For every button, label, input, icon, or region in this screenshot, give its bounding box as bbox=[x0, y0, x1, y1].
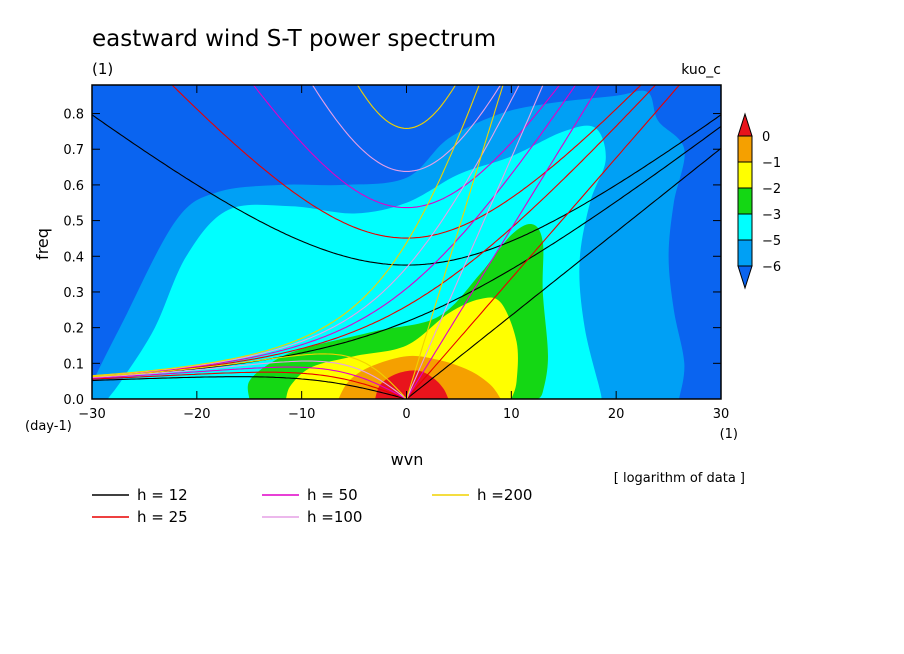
gravity-curve-h12 bbox=[92, 114, 721, 266]
legend-label: h = 25 bbox=[137, 508, 188, 526]
y-axis: 0.0 0.1 0.2 0.3 0.4 0.5 0.6 0.7 0.8 bbox=[63, 108, 721, 408]
rossby-curve-h200 bbox=[92, 353, 407, 399]
x-tick-label: −20 bbox=[183, 407, 210, 422]
mrg-curve-h200 bbox=[92, 85, 480, 377]
colorbar-label: −3 bbox=[762, 208, 781, 223]
colorbar-segment bbox=[737, 135, 753, 163]
dispersion-curves bbox=[92, 85, 721, 399]
chart-title: eastward wind S-T power spectrum bbox=[92, 26, 496, 52]
x-tick-label: −10 bbox=[288, 407, 315, 422]
colorbar-label: −6 bbox=[762, 260, 781, 275]
x-unit-label: (1) bbox=[720, 427, 738, 442]
gravity-curve-h200 bbox=[356, 85, 457, 129]
legend-label: h = 12 bbox=[137, 486, 188, 504]
colorbar: 0 −1 −2 −3 −5 −6 bbox=[737, 112, 781, 290]
legend-label: h =100 bbox=[307, 508, 362, 526]
x-tick-label: 20 bbox=[608, 407, 625, 422]
y-tick-label: 0.4 bbox=[63, 250, 84, 265]
colorbar-segment bbox=[737, 213, 753, 241]
rossby-curve-h12 bbox=[92, 376, 407, 399]
gravity-curve-h100 bbox=[311, 85, 502, 172]
y-tick-label: 0.3 bbox=[63, 286, 84, 301]
colorbar-segment bbox=[737, 187, 753, 215]
y-tick-label: 0.7 bbox=[63, 143, 84, 158]
colorbar-top-arrow bbox=[737, 112, 753, 137]
colorbar-label: −1 bbox=[762, 156, 781, 171]
kelvin-curve-h200 bbox=[405, 85, 504, 399]
y-tick-label: 0.2 bbox=[63, 322, 84, 337]
kelvin-curve-h50 bbox=[406, 85, 601, 399]
mrg-curve-h25 bbox=[92, 85, 657, 378]
rossby-curve-h25 bbox=[92, 371, 407, 399]
mrg-curve-h50 bbox=[92, 85, 577, 377]
chart-subtitle-right: kuo_c bbox=[681, 62, 721, 78]
legend: h = 12 h = 25 h = 50 h =100 h =200 bbox=[92, 486, 532, 526]
power-spectrum-field bbox=[92, 85, 721, 399]
y-tick-label: 0.0 bbox=[63, 393, 84, 408]
mrg-curve-h100 bbox=[92, 85, 520, 377]
x-axis: −30 −20 −10 0 10 20 30 bbox=[78, 85, 729, 422]
gravity-curve-h50 bbox=[252, 85, 561, 209]
legend-label: h =200 bbox=[477, 486, 532, 504]
rossby-curve-h50 bbox=[92, 366, 407, 399]
x-axis-label: wvn bbox=[391, 450, 424, 469]
gravity-curve-h25 bbox=[171, 85, 642, 239]
x-tick-label: 0 bbox=[402, 407, 410, 422]
kelvin-curve-h12 bbox=[406, 147, 721, 399]
colorbar-bottom-arrow bbox=[737, 265, 753, 290]
data-note: [ logarithm of data ] bbox=[614, 471, 745, 486]
mrg-curve-h12 bbox=[92, 125, 721, 378]
y-tick-label: 0.1 bbox=[63, 357, 84, 372]
y-tick-label: 0.8 bbox=[63, 108, 84, 123]
y-tick-label: 0.5 bbox=[63, 215, 84, 230]
kelvin-curve-h100 bbox=[405, 85, 544, 399]
colorbar-label: −2 bbox=[762, 182, 781, 197]
x-tick-label: −30 bbox=[78, 407, 105, 422]
y-unit-label: (day-1) bbox=[25, 419, 72, 434]
y-axis-label: freq bbox=[33, 228, 52, 260]
x-tick-label: 10 bbox=[503, 407, 520, 422]
y-tick-label: 0.6 bbox=[63, 179, 84, 194]
kelvin-curve-h25 bbox=[406, 85, 681, 399]
colorbar-segment bbox=[737, 161, 753, 189]
colorbar-segment bbox=[737, 239, 753, 267]
colorbar-label: −5 bbox=[762, 234, 781, 249]
x-tick-label: 30 bbox=[713, 407, 730, 422]
chart-subtitle-left: (1) bbox=[92, 60, 113, 78]
rossby-curve-h100 bbox=[92, 360, 407, 399]
legend-label: h = 50 bbox=[307, 486, 358, 504]
colorbar-label: 0 bbox=[762, 130, 770, 145]
